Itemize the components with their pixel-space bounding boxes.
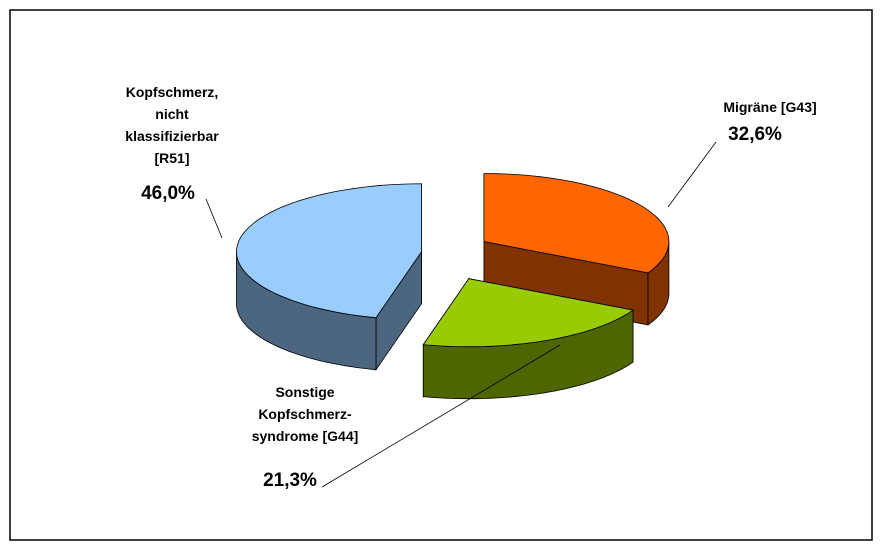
value-label: 46,0% bbox=[141, 183, 195, 204]
category-label-line: [R51] bbox=[154, 150, 189, 166]
leader-line bbox=[205, 198, 223, 239]
category-label: Sonstige Kopfschmerz-syndrome [G44] bbox=[252, 384, 359, 444]
category-label-line: Migräne [G43] bbox=[723, 99, 816, 115]
category-label-line: Kopfschmerz- bbox=[258, 406, 352, 422]
leader-line bbox=[321, 344, 561, 488]
slice bbox=[236, 183, 422, 371]
category-label-line: Sonstige bbox=[275, 384, 334, 400]
category-label-line: nicht bbox=[155, 106, 189, 122]
category-label: Kopfschmerz, nicht klassifizierbar [R51] bbox=[125, 84, 219, 166]
labels: Migräne [G43] 32,6% Sonstige Kopfschmerz-sy… bbox=[125, 84, 816, 491]
value-label: 21,3% bbox=[263, 470, 317, 491]
slice bbox=[422, 277, 635, 400]
slice bbox=[483, 173, 670, 326]
category-label-line: klassifizierbar bbox=[125, 128, 219, 144]
category-label-line: syndrome [G44] bbox=[252, 428, 359, 444]
pie bbox=[236, 173, 670, 400]
category-label-line: Kopfschmerz, bbox=[126, 84, 219, 100]
slice-top bbox=[422, 278, 635, 348]
value-label: 32,6% bbox=[728, 124, 782, 145]
slice-top bbox=[236, 183, 422, 319]
category-label: Migräne [G43] bbox=[723, 99, 816, 115]
leader-line bbox=[667, 141, 717, 208]
slice-top bbox=[483, 173, 670, 274]
chart-frame bbox=[9, 9, 873, 541]
